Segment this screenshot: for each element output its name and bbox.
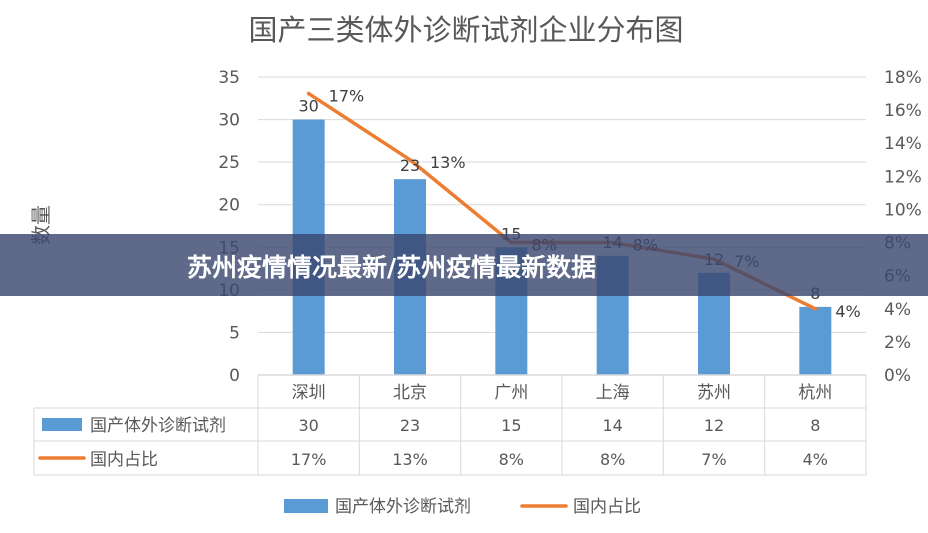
overlay-banner [0,234,928,296]
table-row-header: 国内占比 [90,450,158,470]
legend-key-bar [284,499,328,513]
banner-text: 苏州疫情情况最新/苏州疫情最新数据 [187,253,597,282]
y2-tick-label: 10% [884,200,922,220]
y-tick-label: 30 [218,111,240,131]
y2-tick-label: 4% [884,300,911,320]
line-point [813,306,818,311]
table-cell: 30 [298,416,318,435]
line-data-label: 17% [329,87,365,106]
table-cell: 8% [600,450,625,469]
y2-tick-label: 0% [884,366,911,386]
chart-title: 国产三类体外诊断试剂企业分布图 [248,13,683,47]
table-cell: 15 [501,416,521,435]
line-point [306,91,311,96]
y2-tick-label: 12% [884,167,922,187]
y2-tick-label: 2% [884,333,911,353]
y-tick-label: 5 [229,323,240,343]
y2-tick-label: 16% [884,101,922,121]
bar-data-label: 23 [400,156,420,175]
legend: 国产体外诊断试剂 国内占比 [284,497,641,517]
table-cell: 4% [803,450,828,469]
table-cell: 23 [400,416,420,435]
y-tick-label: 0 [229,366,240,386]
table-key-bar [42,418,82,431]
x-tick-label: 深圳 [292,383,326,403]
table-cell: 7% [701,450,726,469]
x-tick-label: 上海 [596,383,630,403]
legend-entry: 国内占比 [573,497,641,517]
data-table: 深圳 30 17% 北京 23 13% 广州 15 8% 上海 14 8% 苏州 12 7% 杭州 8 4% 国产体… [33,374,867,476]
table-cell: 12 [704,416,724,435]
y-tick-label: 25 [218,153,240,173]
table-cell: 8% [499,450,524,469]
line-data-label: 4% [835,302,860,321]
table-row-header: 国产体外诊断试剂 [90,416,226,436]
y-tick-label: 35 [218,68,240,88]
x-tick-label: 杭州 [798,383,832,403]
bar-data-label: 30 [298,97,318,116]
line-data-label: 13% [430,153,466,172]
table-cell: 14 [602,416,622,435]
y2-tick-label: 18% [884,68,922,88]
x-tick-label: 北京 [393,383,427,403]
y2-tick-label: 14% [884,134,922,154]
bar [799,306,832,375]
x-tick-label: 苏州 [697,383,731,403]
legend-entry: 国产体外诊断试剂 [335,497,471,517]
table-cell: 17% [291,450,327,469]
table-cell: 13% [392,450,428,469]
y-tick-label: 20 [218,196,240,216]
line-point [408,157,412,162]
table-cell: 8 [810,416,820,435]
x-tick-label: 广州 [494,383,528,403]
